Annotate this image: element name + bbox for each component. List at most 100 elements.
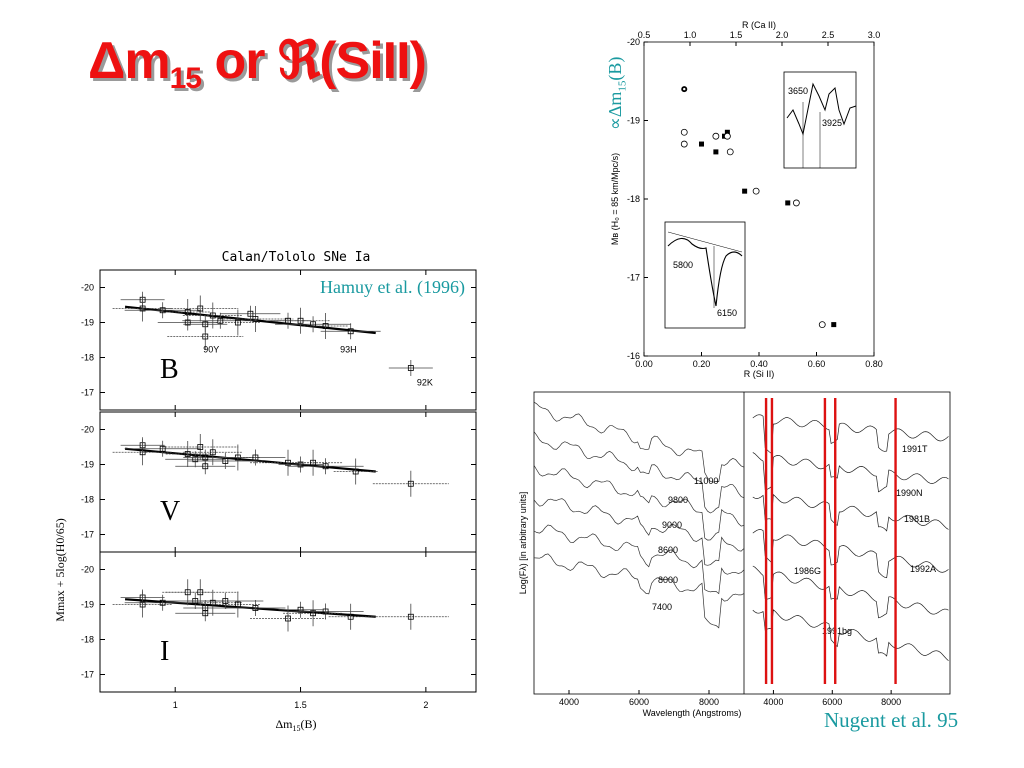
hamuy-data-point — [159, 445, 166, 452]
hamuy-panels: -20 -19 -18 -17 B 90Y 93H 92K -20 -19 -18 -17 V -20 -1… — [81, 269, 477, 710]
hamuy-data-point — [197, 589, 204, 596]
spectra-plot: 11000 9800 9000 8600 8000 7400 1991T 1990N 1981B… — [518, 391, 951, 718]
rsi-x2tick-label: 1.5 — [730, 30, 743, 40]
hamuy-annotation: 93H — [340, 344, 357, 354]
spec-observed-curve — [752, 414, 949, 455]
hamuy-data-point — [197, 444, 204, 450]
rsi-point-filled — [831, 322, 837, 328]
title-or: or — [201, 32, 278, 90]
hamuy-data-point — [252, 316, 259, 322]
title-subscript: 15 — [169, 62, 202, 95]
hamuy-data-point — [192, 456, 199, 463]
rsi-point-filled — [785, 200, 791, 206]
spec-model-curve — [533, 498, 745, 566]
hamuy-data-point — [322, 608, 329, 615]
spec-xtick-label: 8000 — [881, 697, 901, 707]
spec-xtick-label: 4000 — [763, 697, 783, 707]
spec-temperature-label: 9000 — [662, 520, 682, 530]
hamuy-band-label: I — [160, 636, 169, 667]
hamuy-band-label: B — [160, 354, 179, 385]
spec-sn-label: 1991bg — [822, 626, 852, 636]
hamuy-data-point — [407, 613, 414, 620]
spec-observed-curve — [752, 452, 949, 493]
rsi-xtick-label: 0.20 — [693, 359, 711, 369]
hamuy-xtick-label: 2 — [423, 700, 428, 710]
spec-xlabel: Wavelength (Angstroms) — [643, 708, 742, 718]
rsi-x2tick-label: 1.0 — [684, 30, 697, 40]
hamuy-data-point — [222, 598, 229, 604]
rsi-point-star-center — [683, 87, 686, 91]
rsi-x2label: R (Ca II) — [742, 20, 776, 30]
hamuy-data-point — [159, 599, 166, 606]
hamuy-data-point — [234, 601, 241, 608]
spec-model-curve — [533, 465, 745, 541]
spec-observed-curve — [752, 565, 949, 619]
spec-model-curve — [533, 553, 745, 629]
spec-model-curve — [533, 524, 745, 595]
hamuy-annotation: 92K — [417, 378, 433, 388]
hamuy-data-point — [247, 310, 254, 317]
rsi-point-open — [818, 321, 826, 329]
hamuy-ytick-label: -18 — [81, 635, 94, 645]
hamuy-xlabel: Δm15(B) — [275, 717, 316, 733]
hamuy-xtick-label: 1 — [173, 700, 178, 710]
hamuy-xlabel-tail: (B) — [301, 717, 317, 731]
hamuy-data-point — [407, 480, 414, 487]
rsi-point-open — [680, 140, 688, 148]
hamuy-band-label: V — [160, 496, 180, 527]
hamuy-figure: Calan/Tololo SNe Ia -20 -19 -18 -17 B 90Y 93H 9… — [53, 250, 477, 733]
hamuy-data-point — [252, 605, 259, 611]
spec-xtick-label: 4000 — [559, 697, 579, 707]
rsi-ylabel: Mв (H₀ = 85 km/Mpc/s) — [610, 153, 620, 245]
spec-sn-label: 1981B — [904, 514, 930, 524]
rsi-point-open — [752, 187, 760, 195]
rsi-ytick-label: -16 — [627, 351, 640, 361]
hamuy-data-point — [310, 610, 316, 617]
hamuy-caption: Hamuy et al. (1996) — [320, 277, 465, 297]
spec-xtick-label: 6000 — [822, 697, 842, 707]
nugent-spectra-figure: 11000 9800 9000 8600 8000 7400 1991T 1990N 1981B… — [518, 391, 951, 718]
spec-temperature-label: 7400 — [652, 602, 672, 612]
nugent-caption: Nugent et al. 95 — [824, 708, 959, 732]
rsi-x2tick-label: 2.0 — [776, 30, 789, 40]
hamuy-data-point — [209, 312, 216, 319]
spec-xtick-label: 8000 — [699, 697, 719, 707]
hamuy-ytick-label: -19 — [81, 460, 94, 470]
spec-sn-label: 1986G — [794, 566, 821, 576]
hamuy-ytick-label: -20 — [81, 425, 94, 435]
rsi-ytick-label: -19 — [627, 116, 640, 126]
hamuy-panel-frame — [99, 551, 477, 693]
spec-temperature-label: 8600 — [658, 545, 678, 555]
hamuy-data-point — [352, 468, 359, 475]
hamuy-ylabel: Mmax + 5log(H0/65) — [53, 518, 67, 621]
hamuy-data-point — [202, 610, 209, 617]
rsi-inset-label: 3925 — [822, 118, 842, 128]
hamuy-ytick-label: -20 — [81, 565, 94, 575]
rsi-x2tick-label: 0.5 — [638, 30, 651, 40]
rsi-point-filled — [742, 188, 748, 194]
rsi-point-open — [712, 132, 720, 140]
hamuy-data-point — [407, 365, 414, 371]
hamuy-data-point — [139, 449, 146, 456]
rsi-inset-sii — [664, 221, 746, 329]
hamuy-data-point — [347, 613, 354, 620]
rsi-xtick-label: 0.60 — [808, 359, 826, 369]
spec-sn-label: 1991T — [902, 444, 928, 454]
rsi-inset-label: 6150 — [717, 308, 737, 318]
spec-observed-curve — [752, 493, 949, 532]
hamuy-ytick-label: -17 — [81, 388, 94, 398]
rsi-inset-caii-spectrum — [786, 82, 857, 136]
spec-observed-curve — [752, 529, 949, 579]
spec-sn-label: 1992A — [910, 564, 936, 574]
rsi-ytick-label: -17 — [627, 273, 640, 283]
spec-temperature-label: 9800 — [668, 495, 688, 505]
slide-title: Δm15 or ℜ(SiII) — [88, 30, 427, 96]
proportional-label: ∝Δm15(B) — [605, 56, 629, 130]
rsi-point-filled — [713, 149, 719, 155]
hamuy-data-point — [234, 319, 241, 326]
rsi-xtick-label: 0.00 — [635, 359, 653, 369]
hamuy-data-point — [310, 459, 316, 466]
hamuy-data-point — [322, 323, 329, 329]
hamuy-data-point — [222, 458, 229, 464]
hamuy-ytick-label: -19 — [81, 600, 94, 610]
